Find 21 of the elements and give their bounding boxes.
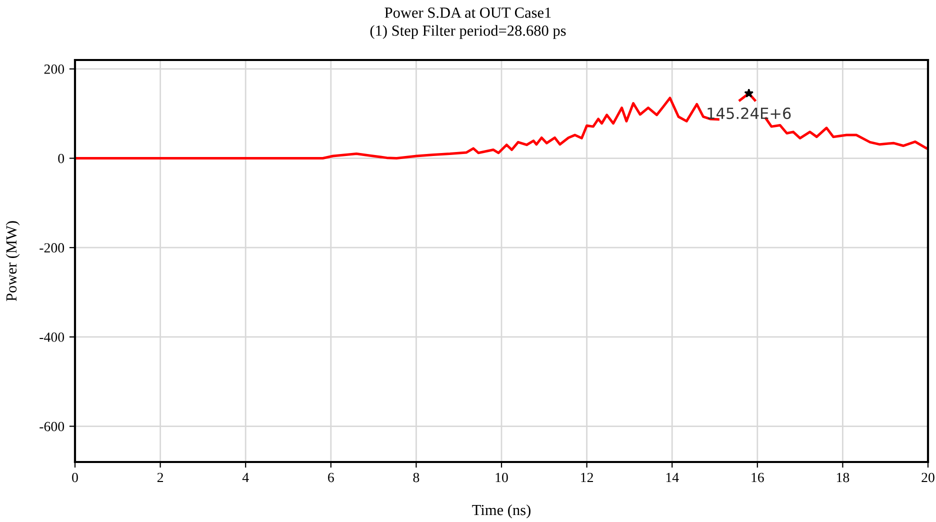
y-tick-label: 200 <box>44 64 64 74</box>
x-tick-label: 14 <box>666 472 679 482</box>
x-tick-label: 4 <box>242 472 249 482</box>
x-tick-label: 0 <box>72 472 78 482</box>
x-tick-label: 2 <box>157 472 164 482</box>
y-tick-label: 0 <box>58 154 64 164</box>
x-axis-title: Time (ns) <box>472 504 530 518</box>
y-tick-label: -400 <box>40 332 64 342</box>
chart-title: Power S.DA at OUT Case1 <box>384 8 551 18</box>
chart-subtitle: (1) Step Filter period=28.680 ps <box>370 25 566 39</box>
y-tick-label: -600 <box>40 422 64 432</box>
x-tick-label: 18 <box>836 472 850 482</box>
annotation: 145.24E+6 <box>708 108 791 120</box>
x-tick-label: 10 <box>496 472 508 482</box>
x-tick-label: 8 <box>413 472 420 482</box>
x-tick-label: 16 <box>752 472 764 482</box>
y-tick-label: -200 <box>40 243 64 253</box>
y-axis-title: Power (MW) <box>6 221 20 302</box>
x-tick-label: 6 <box>328 472 334 482</box>
x-tick-label: 20 <box>922 472 934 482</box>
x-tick-label: 12 <box>581 472 593 482</box>
